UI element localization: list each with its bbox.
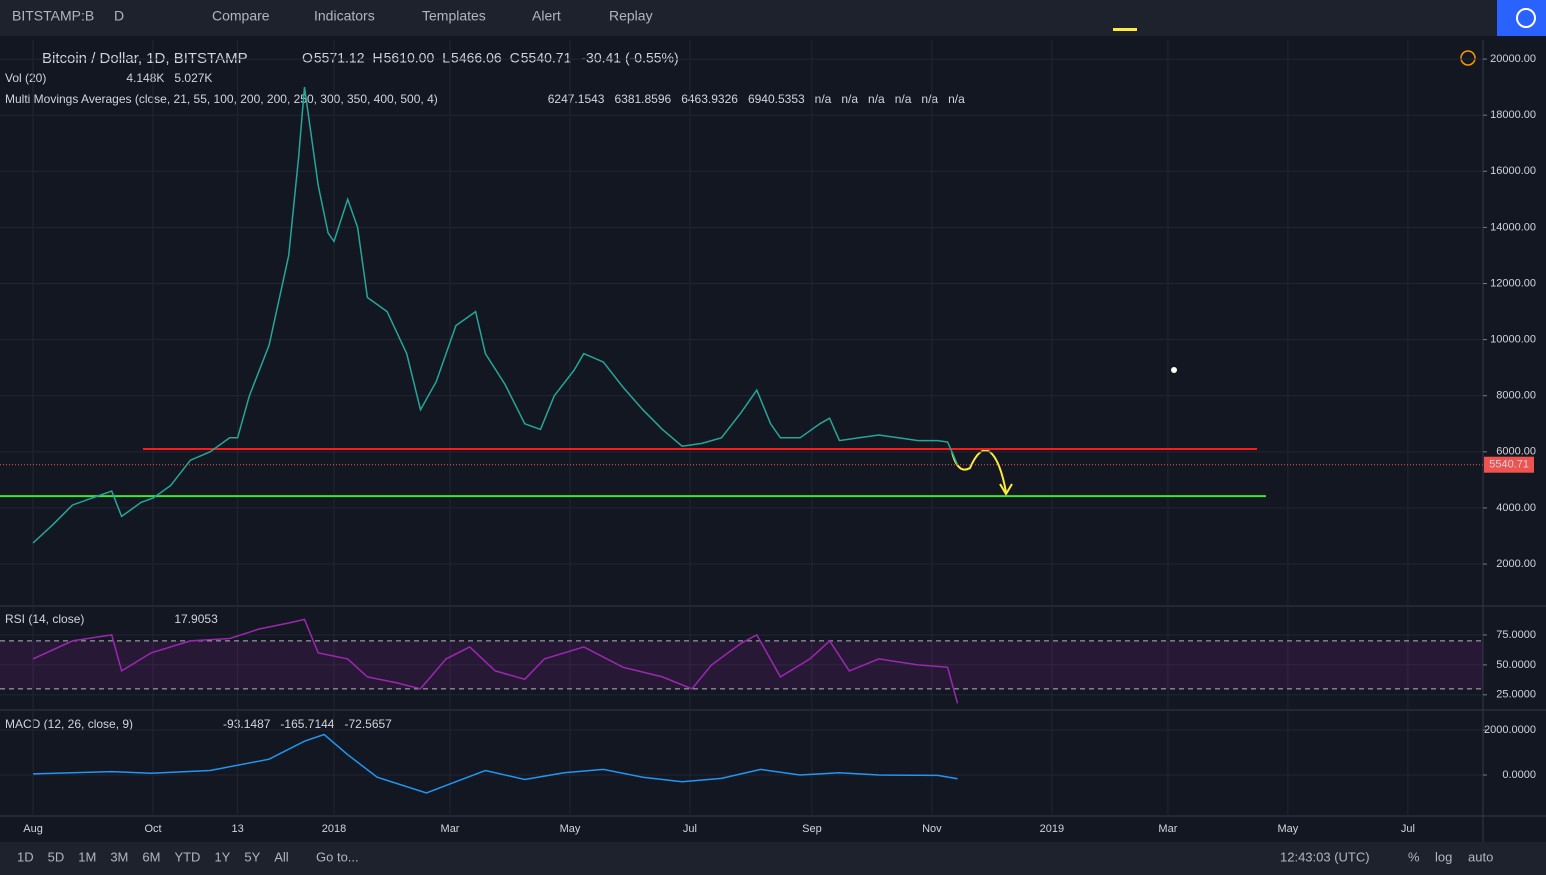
last-price-tag [1484, 456, 1534, 473]
indicator-title: Vol (20) [5, 71, 46, 85]
replay-button-active[interactable] [1497, 0, 1546, 36]
y-tick-label: 75.0000 [1496, 629, 1536, 641]
cursor-dot [1171, 367, 1177, 373]
legend-symbol: Bitcoin / Dollar, 1D, BITSTAMP [42, 50, 248, 67]
x-tick-label: Sep [802, 823, 822, 835]
indicator-title: MACD (12, 26, close, 9) [5, 717, 133, 731]
y-tick-label: 14000.00 [1490, 221, 1536, 233]
x-tick-label: Jul [683, 823, 697, 835]
indicator-value: 6247.1543 [548, 92, 605, 106]
series-line [32, 618, 959, 704]
toolbar-button[interactable]: Templates [422, 8, 486, 24]
y-tick-label: 10000.00 [1490, 334, 1536, 346]
forecast-drawing [951, 449, 1007, 493]
range-button[interactable]: 5D [48, 849, 65, 864]
y-tick-label: 50.0000 [1496, 659, 1536, 671]
indicator-value: n/a [841, 92, 858, 106]
indicator-value: 6463.9326 [681, 92, 738, 106]
x-tick-label: Aug [23, 823, 43, 835]
ohlc-key: O [302, 50, 313, 66]
y-tick-label: 8000.00 [1496, 390, 1536, 402]
scale-option[interactable]: auto [1468, 849, 1493, 864]
range-button[interactable]: 1M [78, 849, 96, 864]
y-tick-label: 4000.00 [1496, 502, 1536, 514]
x-tick-label: Mar [1158, 823, 1177, 835]
ohlc-value: 5540.71 [521, 50, 572, 66]
range-button[interactable]: 1Y [214, 849, 230, 864]
range-button[interactable]: All [274, 849, 289, 864]
indicator-value: n/a [815, 92, 832, 106]
y-tick-label: 2000.0000 [1484, 724, 1536, 736]
symbol[interactable]: BITSTAMP:B [12, 8, 94, 24]
alert-icon [1460, 50, 1476, 66]
interval[interactable]: D [114, 8, 124, 24]
rsi-band [0, 640, 1483, 689]
indicator-value: 4.148K [126, 71, 164, 85]
clock: 12:43:03 (UTC) [1280, 849, 1370, 864]
series-line [32, 733, 958, 794]
indicator-value: 17.9053 [174, 612, 218, 626]
x-tick-label: May [560, 823, 581, 835]
forecast-arrowhead [999, 483, 1013, 496]
x-tick-label: 2018 [322, 823, 346, 835]
y-tick-label: 18000.00 [1490, 109, 1536, 121]
toolbar-button[interactable]: Compare [212, 8, 270, 24]
indicator-value: 6940.5353 [748, 92, 805, 106]
indicator-value: n/a [895, 92, 912, 106]
play-icon [1516, 8, 1536, 28]
y-tick-label: 16000.00 [1490, 165, 1536, 177]
ohlc-value: 5610.00 [384, 50, 435, 66]
ohlc-value: 5466.06 [451, 50, 502, 66]
y-tick-label: 12000.00 [1490, 277, 1536, 289]
ohlc-value: 5571.12 [314, 50, 365, 66]
indicator-title: RSI (14, close) [5, 612, 84, 626]
y-tick-label: 20000.00 [1490, 53, 1536, 65]
y-tick-label: 6000.00 [1496, 446, 1536, 458]
indicator-value: 5.027K [174, 71, 212, 85]
x-tick-label: Mar [441, 823, 460, 835]
indicator-value: -93.1487 [223, 717, 271, 731]
range-button[interactable]: 1D [17, 849, 34, 864]
ohlc-key: C [510, 50, 520, 66]
ohlc-key: L [442, 50, 450, 66]
bottom-bar [0, 842, 1546, 875]
x-tick-label: Oct [144, 823, 161, 835]
ohlc-key: H [373, 50, 383, 66]
range-button[interactable]: 5Y [244, 849, 260, 864]
change: -30.41 (-0.55%) [581, 50, 678, 66]
y-tick-label: 0.0000 [1502, 769, 1536, 781]
x-tick-label: 2019 [1040, 823, 1064, 835]
x-tick-label: Nov [922, 823, 942, 835]
range-button[interactable]: YTD [174, 849, 200, 864]
y-tick-label: 25.0000 [1496, 689, 1536, 701]
toolbar-button[interactable]: Indicators [314, 8, 375, 24]
indicator-value: n/a [868, 92, 885, 106]
indicator-value: n/a [948, 92, 965, 106]
scale-option[interactable]: log [1435, 849, 1452, 864]
last-price-label: 5540.71 [1489, 459, 1529, 471]
toolbar-button[interactable]: Alert [532, 8, 561, 24]
indicator-title: Multi Movings Averages (close, 21, 55, 1… [5, 92, 438, 106]
x-tick-label: 13 [231, 823, 243, 835]
y-tick-label: 2000.00 [1496, 558, 1536, 570]
brush-active [1113, 28, 1137, 31]
x-tick-label: Jul [1401, 823, 1415, 835]
indicator-value: -165.7144 [280, 717, 334, 731]
series-line [32, 86, 959, 544]
scale-option[interactable]: % [1408, 849, 1420, 864]
indicator-value: -72.5657 [344, 717, 392, 731]
range-button[interactable]: 6M [142, 849, 160, 864]
indicator-value: 6381.8596 [614, 92, 671, 106]
goto[interactable]: Go to... [316, 849, 359, 864]
toolbar-button[interactable]: Replay [609, 8, 653, 24]
top-toolbar [0, 0, 1546, 36]
indicator-value: n/a [921, 92, 938, 106]
x-tick-label: May [1277, 823, 1298, 835]
range-button[interactable]: 3M [110, 849, 128, 864]
